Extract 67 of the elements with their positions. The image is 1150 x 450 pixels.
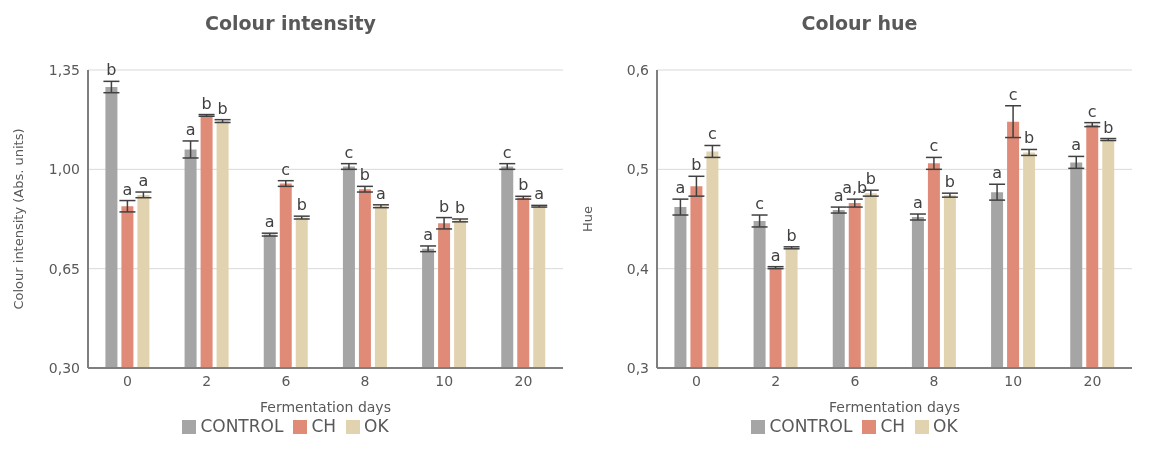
data-label: a,b	[842, 178, 868, 198]
data-label: a	[992, 163, 1002, 183]
data-label: a	[423, 224, 433, 244]
x-axis-title: Fermentation days	[829, 399, 960, 415]
data-label: c	[708, 124, 717, 144]
chart-title: Colour intensity	[204, 11, 377, 36]
legend-label: OK	[364, 416, 389, 436]
data-label: a	[122, 179, 133, 199]
data-label: b	[106, 60, 117, 80]
data-label: c	[281, 159, 291, 179]
data-label: c	[344, 142, 354, 162]
data-label: c	[755, 194, 764, 214]
data-label: a	[770, 245, 781, 265]
x-axis-title: Fermentation days	[260, 399, 391, 415]
y-tick-label: 0,30	[48, 359, 80, 376]
legend-label: CONTROL	[769, 416, 853, 436]
data-label: c	[1008, 84, 1018, 104]
data-label: a	[376, 183, 386, 203]
y-tick-label: 1,00	[48, 161, 80, 178]
x-tick-label: 10	[435, 372, 454, 389]
y-tick-label: 0,4	[626, 260, 650, 277]
data-label: c	[929, 136, 939, 156]
data-label: b	[217, 98, 228, 118]
data-label: b	[518, 175, 529, 195]
x-tick-label: 0	[692, 372, 702, 389]
data-label: b	[944, 172, 955, 192]
y-axis-title: Colour intensity (Abs. units)	[10, 128, 26, 310]
legend-label: CONTROL	[200, 416, 284, 436]
legend-label: CH	[311, 416, 337, 436]
x-tick-label: 20	[1083, 372, 1102, 389]
y-tick-label: 0,6	[626, 61, 650, 78]
data-label: b	[455, 198, 466, 217]
x-tick-label: 6	[850, 372, 860, 389]
data-label: a	[913, 193, 923, 213]
data-label: a	[833, 186, 844, 206]
x-tick-label: 6	[281, 372, 291, 389]
data-label: a	[675, 178, 686, 198]
y-tick-label: 0,5	[626, 161, 649, 178]
y-axis-title: Hue	[579, 205, 595, 233]
data-label: c	[1087, 101, 1097, 121]
data-label: b	[296, 195, 307, 215]
data-label: c	[502, 142, 512, 162]
data-label: a	[185, 119, 196, 139]
data-label: b	[1024, 128, 1035, 148]
x-tick-label: 2	[771, 372, 781, 389]
chart-title: Colour hue	[800, 11, 919, 36]
data-label: b	[1103, 117, 1114, 137]
legend-label: OK	[933, 416, 958, 436]
x-tick-label: 8	[360, 372, 370, 389]
x-tick-label: 0	[123, 372, 133, 389]
y-tick-label: 0,65	[48, 260, 80, 277]
data-label: a	[264, 212, 275, 232]
x-tick-label: 10	[1004, 372, 1023, 389]
data-label: b	[691, 155, 702, 175]
data-label: a	[138, 171, 149, 191]
data-label: b	[359, 165, 370, 185]
data-label: b	[786, 225, 797, 245]
legend-label: CH	[880, 416, 906, 436]
x-tick-label: 20	[514, 372, 533, 389]
data-label: a	[534, 184, 545, 204]
y-tick-label: 0,3	[626, 359, 649, 376]
data-label: b	[201, 93, 212, 113]
y-tick-label: 1,35	[48, 61, 80, 78]
data-label: b	[439, 196, 450, 216]
x-tick-label: 2	[202, 372, 212, 389]
data-label: a	[1071, 135, 1082, 155]
x-tick-label: 8	[929, 372, 939, 389]
